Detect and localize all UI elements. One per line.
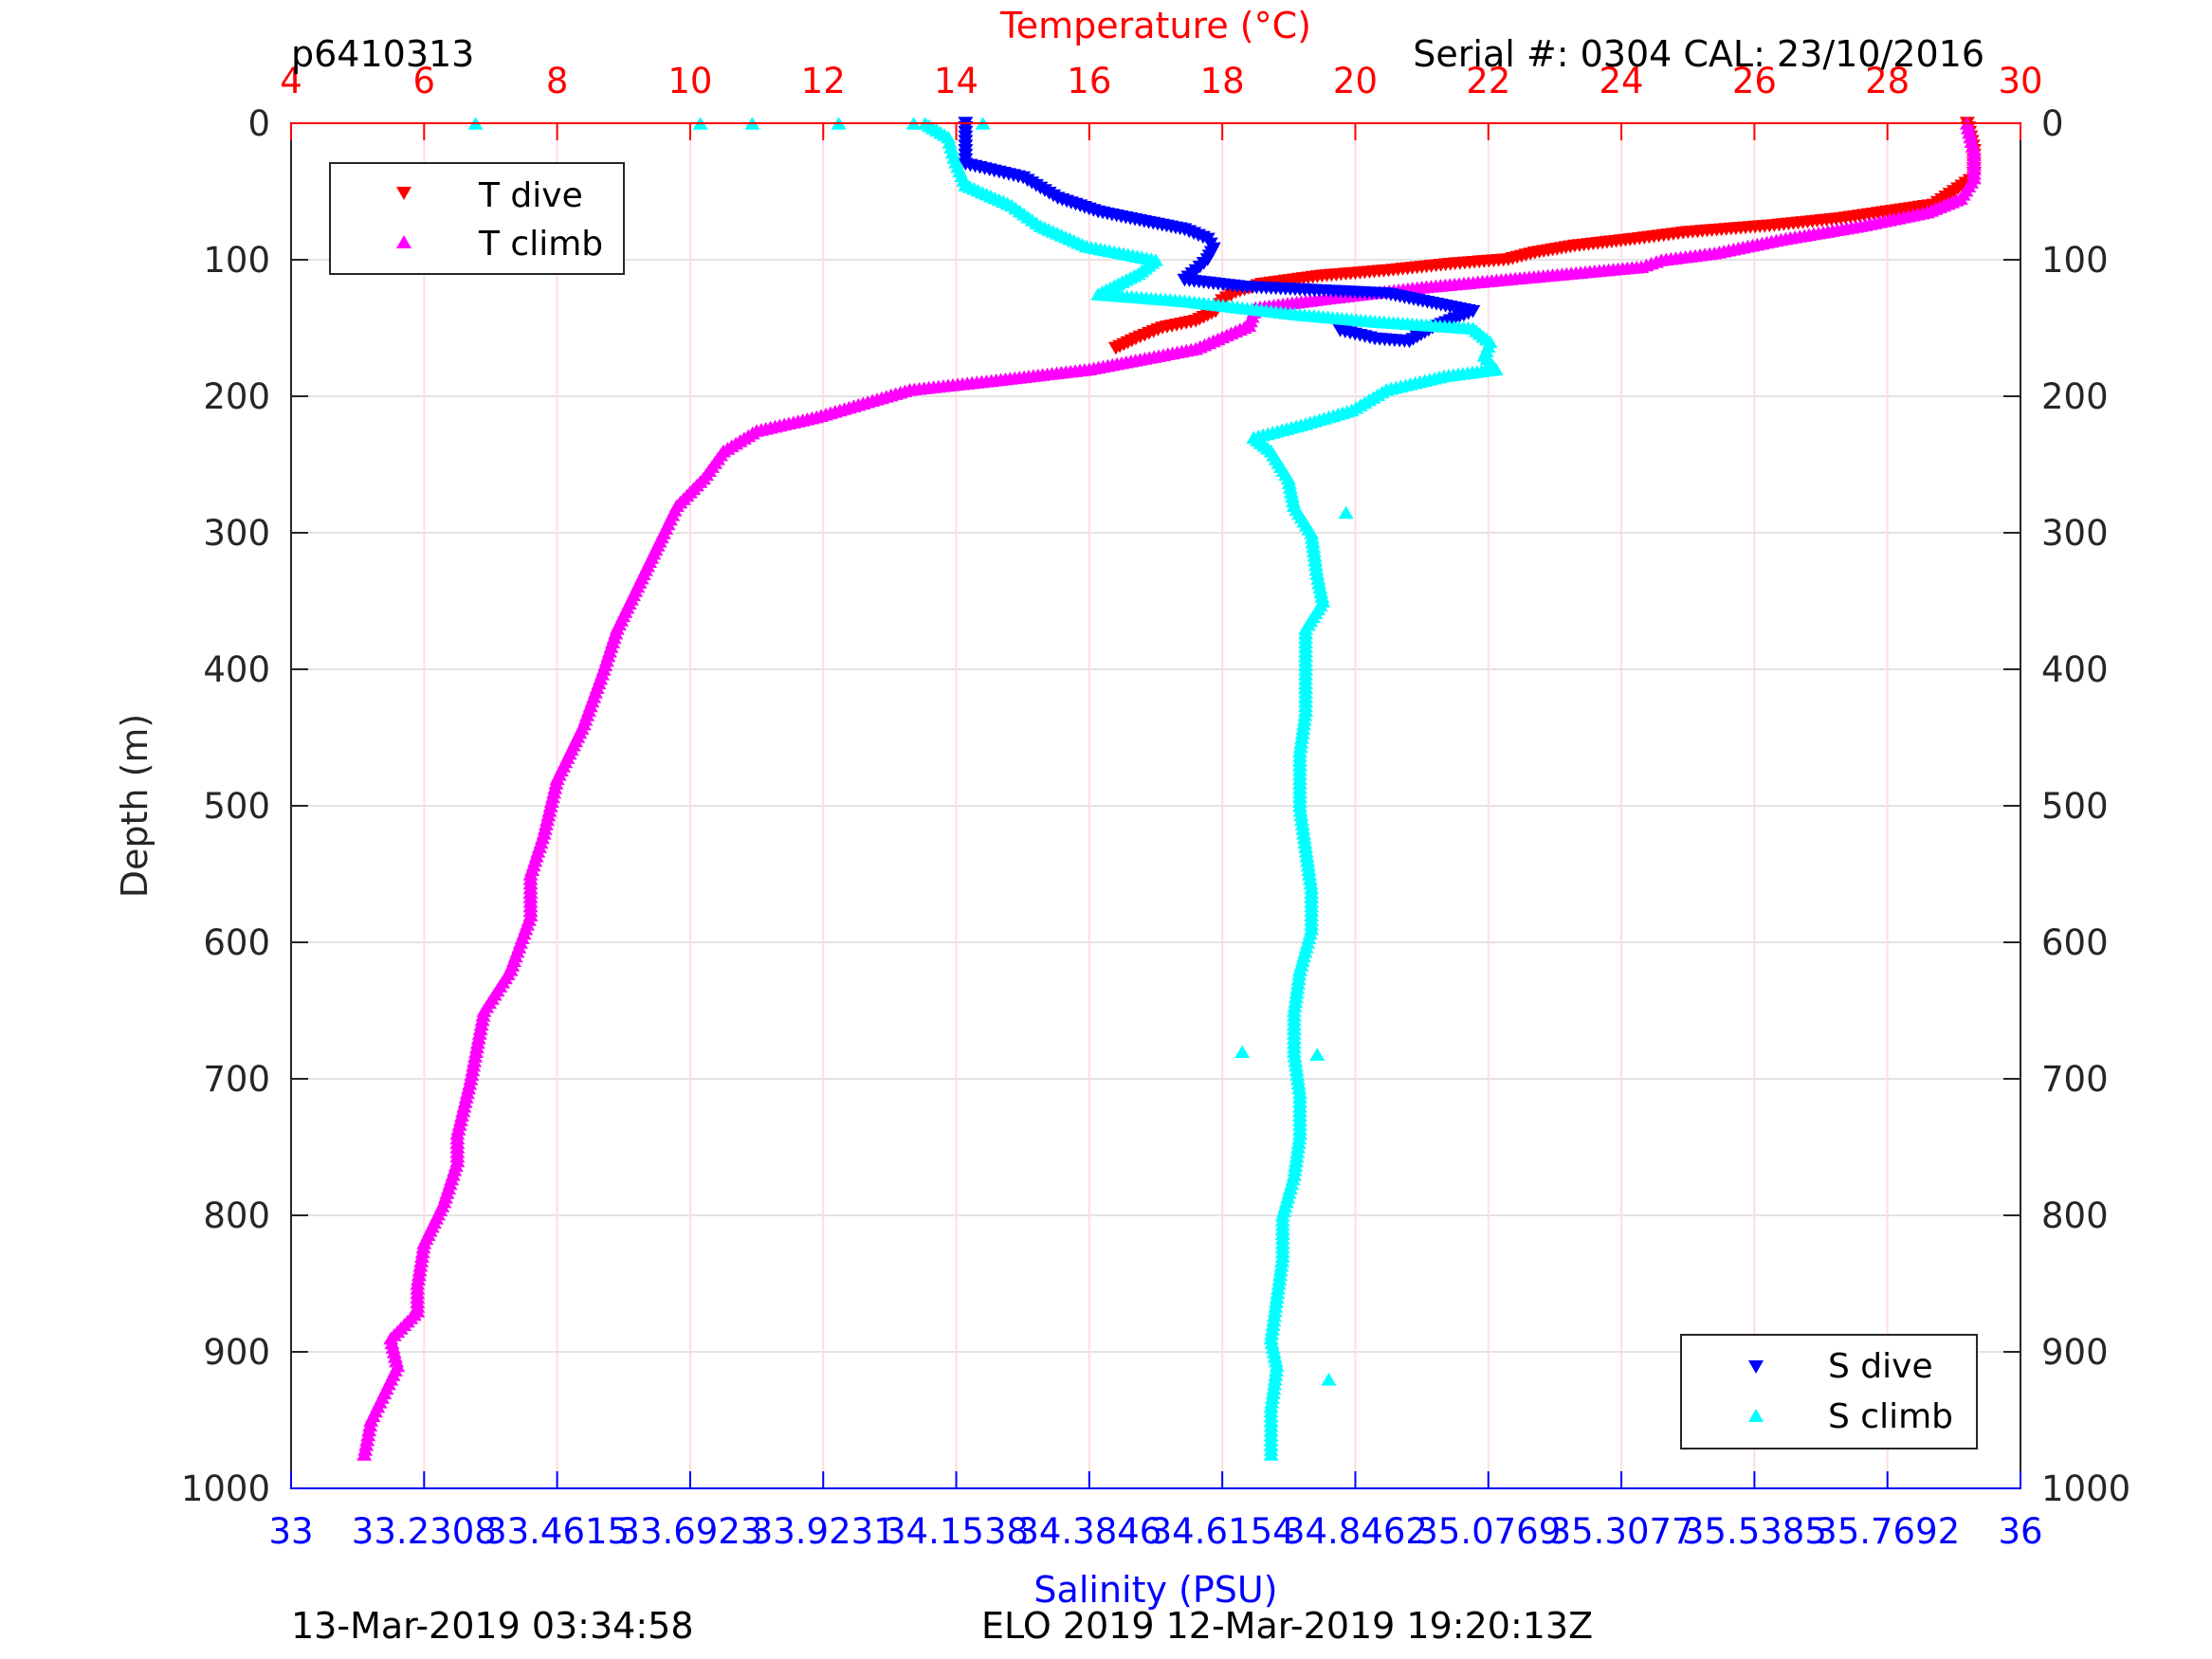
salinity-tick-label: 34.6154	[1150, 1511, 1295, 1552]
point-t-climb	[359, 1432, 375, 1447]
salinity-tick-label: 35.0769	[1416, 1511, 1561, 1552]
depth-tick-label-right: 1000	[2041, 1468, 2130, 1509]
salinity-tick-label: 33.9231	[751, 1511, 896, 1552]
depth-tick-label-right: 900	[2041, 1332, 2109, 1373]
point-s-climb-surface-scatter	[1338, 505, 1354, 520]
temperature-tick-label: 22	[1466, 61, 1510, 101]
temperature-tick-label: 16	[1067, 61, 1111, 101]
legend-s-dive-marker	[1748, 1360, 1764, 1374]
point-s-climb-surface-scatter	[1234, 1045, 1251, 1058]
data-points	[356, 117, 1982, 1461]
temperature-tick-label: 28	[1865, 61, 1910, 101]
depth-tick-label-right: 600	[2041, 922, 2109, 963]
temperature-tick-label: 24	[1600, 61, 1644, 101]
legend-temperature-box	[329, 162, 625, 275]
depth-tick-label-right: 200	[2041, 376, 2109, 417]
axes: 0 0 100 100 200 200 300 300 400 400 500 500 600 600 70…	[181, 61, 2130, 1552]
depth-tick-label-left: 400	[203, 649, 270, 690]
legend-t-climb-label: T climb	[478, 225, 603, 264]
depth-tick-label-right: 0	[2041, 103, 2064, 144]
salinity-tick-label: 34.1538	[884, 1511, 1029, 1552]
temperature-tick-label: 14	[934, 61, 978, 101]
depth-tick-label-left: 900	[203, 1332, 270, 1373]
legend-s-climb-marker	[1748, 1409, 1764, 1422]
salinity-tick-label: 34.3846	[1016, 1511, 1161, 1552]
salinity-tick-label: 36	[1998, 1511, 2042, 1552]
depth-tick-label-right: 400	[2041, 649, 2109, 690]
depth-tick-label-right: 800	[2041, 1195, 2109, 1236]
point-s-climb-surface-scatter	[1321, 1373, 1337, 1386]
salinity-tick-label: 33.2308	[352, 1511, 497, 1552]
salinity-tick-label: 33.6923	[617, 1511, 762, 1552]
point-t-climb	[360, 1428, 376, 1442]
depth-tick-label-left: 1000	[181, 1468, 270, 1509]
depth-tick-label-left: 200	[203, 376, 270, 417]
depth-tick-label-right: 100	[2041, 240, 2109, 281]
salinity-tick-label: 35.3077	[1549, 1511, 1694, 1552]
depth-axis-title: Depth (m)	[114, 714, 155, 899]
point-t-climb	[362, 1418, 378, 1431]
point-t-climb	[361, 1423, 377, 1437]
legend-s-dive-label: S dive	[1828, 1347, 1933, 1386]
point-t-climb	[363, 1413, 379, 1427]
salinity-tick-label: 34.8462	[1283, 1511, 1428, 1552]
depth-tick-label-left: 600	[203, 922, 270, 963]
grid-lines	[291, 123, 2020, 1488]
legend-s-climb-label: S climb	[1828, 1397, 1953, 1436]
salinity-tick-label: 33.4615	[484, 1511, 630, 1552]
legend-t-dive-label: T dive	[478, 176, 583, 215]
serial-cal-label: Serial #: 0304 CAL: 23/10/2016	[1413, 33, 1984, 75]
depth-tick-label-left: 300	[203, 513, 270, 554]
legend-salinity: S dive S climb	[1680, 1334, 1978, 1449]
temperature-tick-label: 20	[1333, 61, 1378, 101]
footer-mission-label: ELO 2019 12-Mar-2019 19:20:13Z	[981, 1605, 1593, 1647]
temperature-tick-label: 8	[546, 61, 569, 101]
temperature-tick-label: 26	[1732, 61, 1777, 101]
temperature-tick-label: 12	[801, 61, 846, 101]
point-s-climb-surface-scatter	[1309, 1048, 1325, 1061]
depth-tick-label-right: 300	[2041, 513, 2109, 554]
salinity-tick-label: 35.7692	[1815, 1511, 1960, 1552]
profile-id-label: p6410313	[291, 33, 474, 75]
depth-tick-label-left: 800	[203, 1195, 270, 1236]
depth-tick-label-left: 700	[203, 1059, 270, 1100]
point-t-climb	[357, 1443, 374, 1456]
depth-tick-label-right: 500	[2041, 786, 2109, 827]
temperature-axis-title: Temperature (°C)	[999, 5, 1311, 46]
point-t-dive	[1107, 341, 1124, 356]
salinity-tick-label: 33	[268, 1511, 313, 1552]
depth-tick-label-left: 0	[247, 103, 270, 144]
depth-tick-label-right: 700	[2041, 1059, 2109, 1100]
legend-temperature: T dive T climb	[329, 162, 625, 275]
temperature-tick-label: 10	[667, 61, 712, 101]
point-t-climb	[356, 1448, 373, 1461]
salinity-axis-title: Salinity (PSU)	[1033, 1569, 1277, 1611]
temperature-tick-label: 6	[413, 61, 436, 101]
point-s-dive	[1332, 324, 1348, 337]
point-s-climb	[1263, 1448, 1279, 1461]
depth-tick-label-left: 100	[203, 240, 270, 281]
footer-timestamp: 13-Mar-2019 03:34:58	[291, 1605, 694, 1647]
temperature-tick-label: 18	[1200, 61, 1245, 101]
depth-tick-label-left: 500	[203, 786, 270, 827]
legend-t-climb-marker	[396, 235, 411, 248]
legend-salinity-box	[1680, 1334, 1978, 1449]
legend-t-dive-marker	[396, 187, 411, 200]
temperature-tick-label: 4	[280, 61, 302, 101]
salinity-tick-label: 35.5385	[1682, 1511, 1827, 1552]
point-t-climb	[358, 1437, 375, 1451]
temperature-tick-label: 30	[1998, 61, 2042, 101]
